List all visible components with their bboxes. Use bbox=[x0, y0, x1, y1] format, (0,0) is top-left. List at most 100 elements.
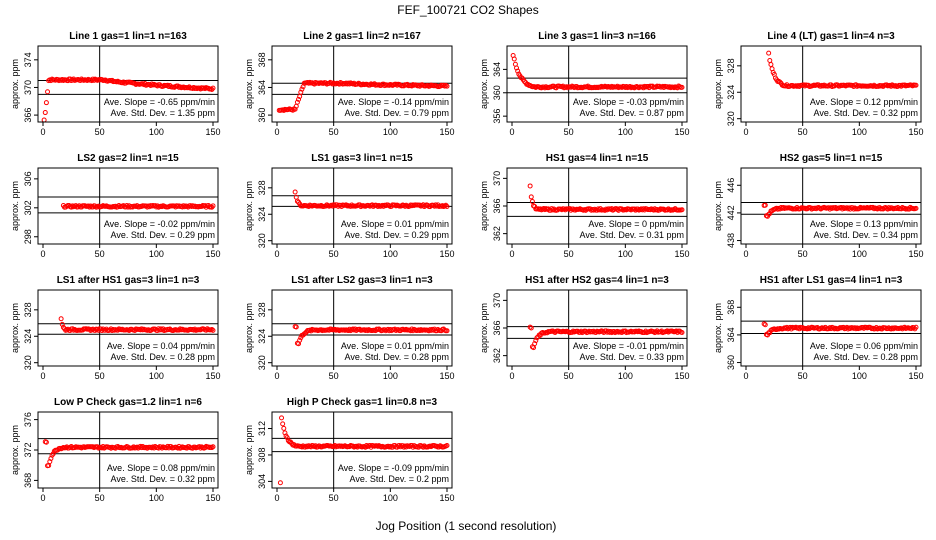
data-point bbox=[86, 204, 92, 210]
data-point bbox=[210, 203, 216, 209]
data-point bbox=[137, 327, 143, 333]
x-tick-label: 100 bbox=[149, 371, 164, 381]
data-point bbox=[58, 316, 64, 322]
data-point bbox=[808, 205, 814, 211]
std-dev-annotation: Ave. Std. Dev. = 0.28 ppm bbox=[111, 352, 215, 362]
data-point bbox=[570, 328, 576, 334]
y-tick-label: 328 bbox=[726, 58, 736, 73]
data-point bbox=[527, 183, 533, 189]
y-axis-label: approx. ppm bbox=[244, 59, 254, 109]
x-tick-label: 150 bbox=[439, 371, 454, 381]
panel: HS1 after LS1 gas=4 lin=1 n=3 0 50 100 150 36… bbox=[713, 275, 924, 381]
data-point bbox=[537, 206, 543, 212]
data-point bbox=[417, 202, 423, 208]
std-dev-annotation: Ave. Std. Dev. = 0.87 ppm bbox=[580, 108, 684, 118]
y-tick-label: 376 bbox=[23, 412, 33, 427]
x-tick-label: 0 bbox=[509, 127, 514, 137]
figure-title: FEF_100721 CO2 Shapes bbox=[397, 3, 538, 17]
y-tick-label: 328 bbox=[257, 302, 267, 317]
y-axis-label: approx. ppm bbox=[479, 181, 489, 231]
plot-frame bbox=[37, 45, 219, 123]
data-point bbox=[191, 327, 197, 333]
x-tick-label: 0 bbox=[509, 249, 514, 259]
slope-annotation: Ave. Slope = 0.12 ppm/min bbox=[810, 97, 918, 107]
data-point bbox=[860, 324, 866, 330]
slope-annotation: Ave. Slope = -0.01 ppm/min bbox=[573, 341, 684, 351]
data-point bbox=[382, 327, 388, 333]
data-point bbox=[898, 206, 904, 212]
data-point bbox=[96, 203, 102, 209]
data-point bbox=[132, 80, 138, 86]
data-point bbox=[532, 341, 538, 347]
data-point bbox=[402, 203, 408, 209]
data-point bbox=[434, 203, 440, 209]
x-tick-label: 0 bbox=[40, 127, 45, 137]
panel-title: HS1 gas=4 lin=1 n=15 bbox=[546, 153, 649, 164]
data-point bbox=[45, 89, 51, 95]
x-tick-label: 50 bbox=[564, 249, 574, 259]
data-point bbox=[635, 206, 641, 212]
slope-annotation: Ave. Slope = -0.03 ppm/min bbox=[573, 97, 684, 107]
data-point bbox=[115, 204, 121, 210]
data-point bbox=[565, 85, 571, 91]
data-point bbox=[50, 451, 56, 457]
std-dev-annotation: Ave. Std. Dev. = 0.34 ppm bbox=[814, 230, 918, 240]
data-point bbox=[913, 324, 919, 330]
y-tick-label: 364 bbox=[492, 62, 502, 77]
data-point bbox=[113, 203, 119, 209]
data-point bbox=[653, 329, 659, 335]
x-tick-label: 100 bbox=[852, 371, 867, 381]
slope-annotation: Ave. Slope = 0.01 ppm/min bbox=[341, 219, 449, 229]
data-point bbox=[902, 324, 908, 330]
data-point bbox=[542, 85, 548, 91]
x-tick-label: 150 bbox=[908, 127, 923, 137]
plot-frame bbox=[271, 167, 453, 245]
y-axis-label: approx. ppm bbox=[10, 303, 20, 353]
y-tick-label: 442 bbox=[726, 205, 736, 220]
y-tick-label: 306 bbox=[23, 171, 33, 186]
slope-annotation: Ave. Slope = 0.06 ppm/min bbox=[810, 341, 918, 351]
x-tick-label: 50 bbox=[798, 127, 808, 137]
y-tick-label: 374 bbox=[23, 52, 33, 67]
x-tick-label: 150 bbox=[439, 127, 454, 137]
data-point bbox=[364, 443, 370, 449]
panel-title: Line 1 gas=1 lin=1 n=163 bbox=[69, 31, 187, 42]
data-point bbox=[323, 80, 329, 86]
x-tick-label: 150 bbox=[439, 249, 454, 259]
y-axis-label: approx. ppm bbox=[10, 425, 20, 475]
x-tick-label: 0 bbox=[40, 493, 45, 503]
data-point bbox=[351, 327, 357, 333]
x-tick-label: 0 bbox=[743, 371, 748, 381]
data-point bbox=[679, 329, 685, 335]
y-axis-label: approx. ppm bbox=[244, 425, 254, 475]
data-point bbox=[281, 425, 287, 431]
x-tick-label: 0 bbox=[743, 127, 748, 137]
data-point bbox=[779, 205, 785, 211]
data-point bbox=[190, 86, 196, 92]
y-axis-label: approx. ppm bbox=[10, 59, 20, 109]
data-point bbox=[795, 325, 801, 331]
data-point bbox=[350, 443, 356, 449]
data-point bbox=[667, 84, 673, 90]
data-point bbox=[86, 326, 92, 332]
data-point bbox=[777, 79, 783, 85]
data-point bbox=[768, 62, 774, 68]
slope-annotation: Ave. Slope = 0.01 ppm/min bbox=[341, 341, 449, 351]
x-tick-label: 150 bbox=[908, 371, 923, 381]
data-point bbox=[293, 324, 299, 330]
data-point bbox=[347, 444, 353, 450]
data-point bbox=[69, 203, 75, 209]
data-point bbox=[158, 444, 164, 450]
x-tick-label: 150 bbox=[674, 127, 689, 137]
data-point bbox=[396, 443, 402, 449]
data-point bbox=[357, 326, 363, 332]
data-point bbox=[885, 326, 891, 332]
data-point bbox=[444, 328, 450, 334]
y-tick-label: 324 bbox=[257, 207, 267, 222]
x-tick-label: 50 bbox=[329, 127, 339, 137]
data-point bbox=[84, 77, 90, 83]
data-point bbox=[436, 444, 442, 450]
data-point bbox=[898, 325, 904, 331]
data-point bbox=[908, 326, 914, 332]
x-tick-label: 0 bbox=[274, 371, 279, 381]
